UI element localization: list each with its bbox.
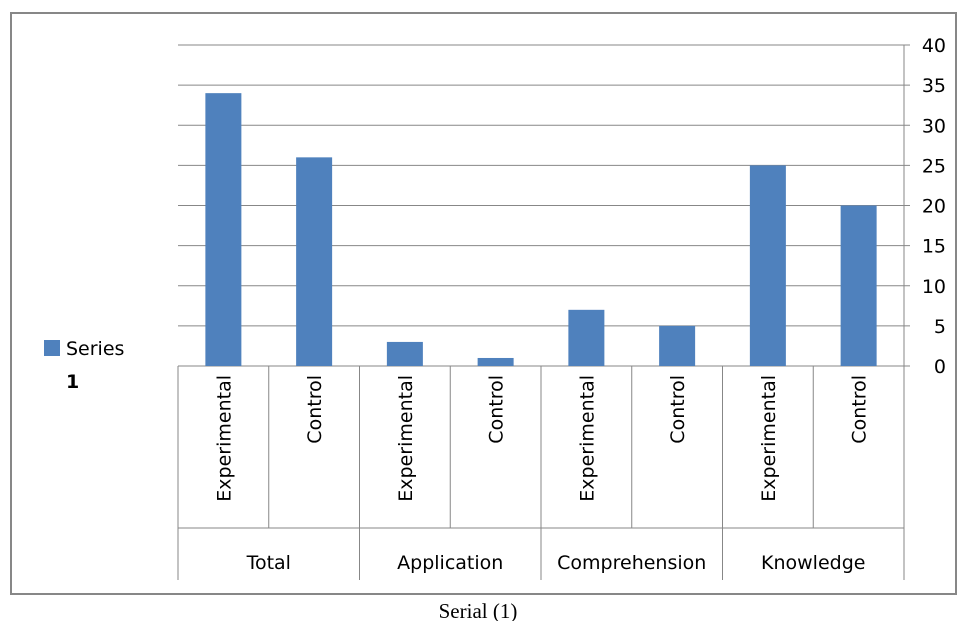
y-tick-label: 0 xyxy=(934,356,946,378)
legend: Series 1 xyxy=(44,338,124,393)
group-label: Total xyxy=(246,552,291,574)
bar-experimental xyxy=(205,93,242,367)
category-label: Control xyxy=(486,375,508,444)
y-tick-label: 40 xyxy=(922,35,946,57)
y-tick-labels: 0 5 10 15 20 25 30 35 40 xyxy=(922,35,946,378)
chart-frame xyxy=(10,12,957,595)
category-label: Experimental xyxy=(758,375,780,502)
legend-label-line2: 1 xyxy=(66,371,79,393)
y-tick-label: 20 xyxy=(922,196,946,218)
category-labels: Experimental Control Experimental Control Ex… xyxy=(213,375,870,502)
category-label: Control xyxy=(849,375,871,444)
bar-experimental xyxy=(749,165,786,366)
group-label: Application xyxy=(397,552,503,574)
bar-experimental xyxy=(386,341,423,366)
y-tick-label: 10 xyxy=(922,276,946,298)
bar-experimental xyxy=(568,309,605,366)
category-label: Experimental xyxy=(576,375,598,502)
y-tick-label: 15 xyxy=(922,236,946,258)
axes xyxy=(177,45,905,580)
bar-control xyxy=(840,205,877,366)
chart-caption: Serial (1) xyxy=(439,599,518,621)
group-labels: Total Application Comprehension Knowledge xyxy=(246,552,866,574)
legend-label-line1: Series xyxy=(66,338,124,360)
group-label: Knowledge xyxy=(761,552,865,574)
bar-control xyxy=(296,157,333,366)
legend-swatch xyxy=(44,340,60,356)
bar-control xyxy=(477,357,514,366)
category-label: Control xyxy=(304,375,326,444)
group-label: Comprehension xyxy=(557,552,706,574)
category-label: Experimental xyxy=(395,375,417,502)
bars xyxy=(205,93,877,367)
y-tick-label: 35 xyxy=(922,75,946,97)
y-tick-label: 5 xyxy=(934,316,946,338)
y-tick-label: 30 xyxy=(922,115,946,137)
bar-control xyxy=(659,325,696,366)
y-tick-label: 25 xyxy=(922,155,946,177)
category-label: Experimental xyxy=(213,375,235,502)
category-label: Control xyxy=(667,375,689,444)
